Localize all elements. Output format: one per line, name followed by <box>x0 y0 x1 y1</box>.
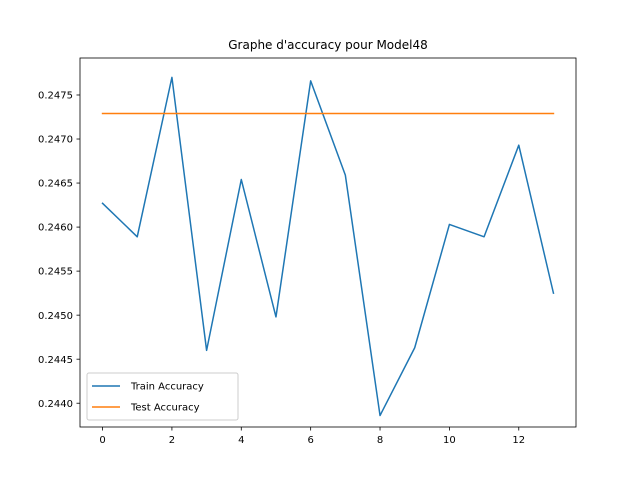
x-tick-label: 0 <box>99 435 105 446</box>
legend-label-1: Test Accuracy <box>130 403 200 414</box>
legend: Train Accuracy Test Accuracy <box>86 372 239 421</box>
y-tick-label: 0.2470 <box>38 135 73 146</box>
y-tick-label: 0.2440 <box>38 399 73 410</box>
chart-title: Graphe d'accuracy pour Model48 <box>228 38 428 52</box>
plot-area <box>101 76 555 417</box>
y-tick-label: 0.2475 <box>38 91 73 102</box>
x-tick-label: 12 <box>512 435 525 446</box>
legend-box <box>86 372 239 421</box>
legend-label-0: Train Accuracy <box>130 382 204 393</box>
series-line-0 <box>101 76 555 417</box>
x-tick-label: 8 <box>377 435 383 446</box>
axes: 0 2 4 6 8 10 12 0.2440 0.2445 0.2450 0.2455 0.2460 0… <box>38 57 577 446</box>
y-tick-label: 0.2445 <box>38 355 73 366</box>
axes-frame <box>79 57 577 428</box>
y-tick-label: 0.2465 <box>38 179 73 190</box>
y-tick-label: 0.2460 <box>38 223 73 234</box>
x-tick-label: 6 <box>307 435 313 446</box>
y-tick-label: 0.2450 <box>38 311 73 322</box>
x-tick-label: 10 <box>443 435 456 446</box>
y-tick-label: 0.2455 <box>38 267 73 278</box>
x-tick-label: 2 <box>169 435 175 446</box>
x-tick-label: 4 <box>238 435 244 446</box>
